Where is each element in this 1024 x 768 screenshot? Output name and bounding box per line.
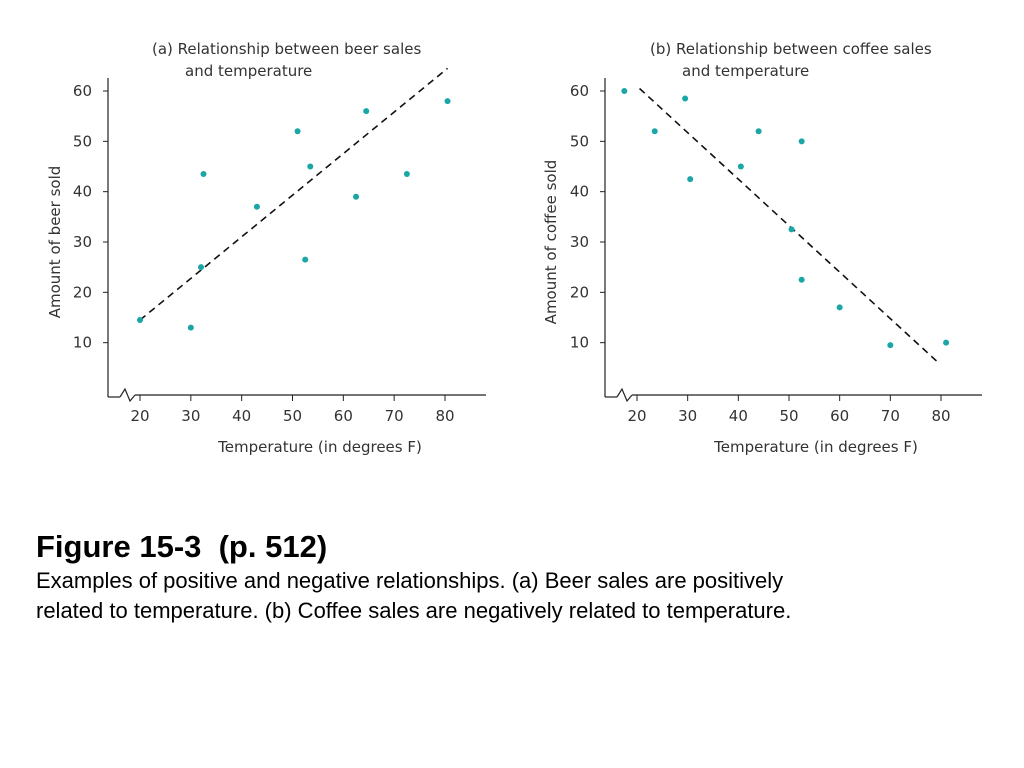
chart-a-y-axis-label: Amount of beer sold	[46, 166, 64, 319]
chart-b-y-tick-label: 60	[570, 82, 589, 100]
chart-a-y-tick-label: 20	[73, 283, 92, 301]
chart-b-data-point	[798, 138, 805, 145]
chart-b-y-tick-label: 20	[570, 283, 589, 301]
chart-a-data-point	[200, 171, 207, 178]
chart-a-data-point	[198, 264, 204, 271]
chart-a-y-tick-label: 10	[73, 334, 92, 352]
chart-a-data-point	[363, 108, 370, 115]
chart-b-y-axis-label: Amount of coffee sold	[542, 160, 560, 325]
chart-b-x-tick-label: 30	[678, 407, 697, 425]
chart-a-data-point	[302, 256, 309, 263]
chart-a-x-tick-label: 50	[283, 407, 302, 425]
chart-b-x-tick-label: 80	[931, 407, 950, 425]
chart-b-x-tick-label: 20	[627, 407, 646, 425]
chart-a-data-point	[137, 317, 143, 324]
chart-a-data-point	[307, 163, 314, 170]
chart-b-data-point	[788, 226, 795, 233]
chart-a-data-point	[294, 128, 301, 135]
chart-b-data-point	[651, 128, 658, 135]
chart-b-x-tick-label: 60	[830, 407, 849, 425]
chart-b-axis-break	[616, 387, 633, 403]
chart-a-trend-line	[139, 67, 449, 321]
chart-a-title-line-2: and temperature	[185, 62, 312, 80]
chart-b-y-tick-label: 30	[570, 233, 589, 251]
chart-b-data-point	[682, 95, 689, 102]
chart-b-x-tick-label: 70	[881, 407, 900, 425]
chart-b-data-point	[887, 342, 894, 349]
chart-b-title-line-2: and temperature	[682, 62, 809, 80]
chart-b-data-point	[943, 339, 950, 346]
chart-a-data-point	[403, 171, 410, 178]
chart-a-x-axis-label: Temperature (in degrees F)	[217, 438, 422, 456]
chart-b-trend-line	[638, 87, 940, 364]
chart-b-data-point	[687, 176, 694, 183]
chart-b-x-axis-label: Temperature (in degrees F)	[713, 438, 918, 456]
chart-a-y-tick-label: 60	[73, 82, 92, 100]
chart-a-title-line-1: (a) Relationship between beer sales	[152, 40, 421, 58]
figure-caption: Figure 15-3 (p. 512) Examples of positiv…	[36, 528, 996, 626]
chart-b-data-point	[737, 163, 744, 170]
chart-a-x-tick-label: 70	[385, 407, 404, 425]
chart-b-x-tick-label: 50	[779, 407, 798, 425]
figure-charts: 20 30 40 50 60 70 80 10 20 30 40 50 60 (a) Relationsh…	[46, 40, 982, 456]
chart-b-data-point	[798, 276, 805, 283]
chart-a-x-tick-label: 80	[435, 407, 454, 425]
chart-a-data-point	[187, 324, 194, 331]
chart-b-title-line-1: (b) Relationship between coffee sales	[650, 40, 932, 58]
chart-b-y-tick-label: 10	[570, 334, 589, 352]
chart-b-y-tick-label: 40	[570, 183, 589, 201]
figure-title: Figure 15-3 (p. 512)	[36, 529, 328, 564]
chart-b-data-point	[755, 128, 762, 135]
chart-b-x-tick-label: 40	[729, 407, 748, 425]
chart-a-x-tick-label: 60	[334, 407, 353, 425]
chart-a-y-tick-label: 40	[73, 183, 92, 201]
chart-a-axis-break	[119, 387, 136, 403]
caption-line-2: related to temperature. (b) Coffee sales…	[36, 598, 792, 623]
chart-a-data-point	[353, 193, 360, 200]
chart-b-data-point	[621, 88, 628, 94]
chart-a-data-point	[253, 203, 260, 210]
chart-b-y-tick-label: 50	[570, 132, 589, 150]
chart-a-x-tick-label: 30	[181, 407, 200, 425]
figure-description: Examples of positive and negative relati…	[36, 566, 996, 626]
chart-a-y-tick-label: 30	[73, 233, 92, 251]
chart-a-x-tick-label: 20	[130, 407, 149, 425]
chart-a-x-tick-label: 40	[232, 407, 251, 425]
chart-a-y-tick-label: 50	[73, 132, 92, 150]
caption-line-1: Examples of positive and negative relati…	[36, 568, 784, 593]
chart-b-data-point	[836, 304, 843, 311]
chart-a-data-point	[444, 98, 451, 105]
